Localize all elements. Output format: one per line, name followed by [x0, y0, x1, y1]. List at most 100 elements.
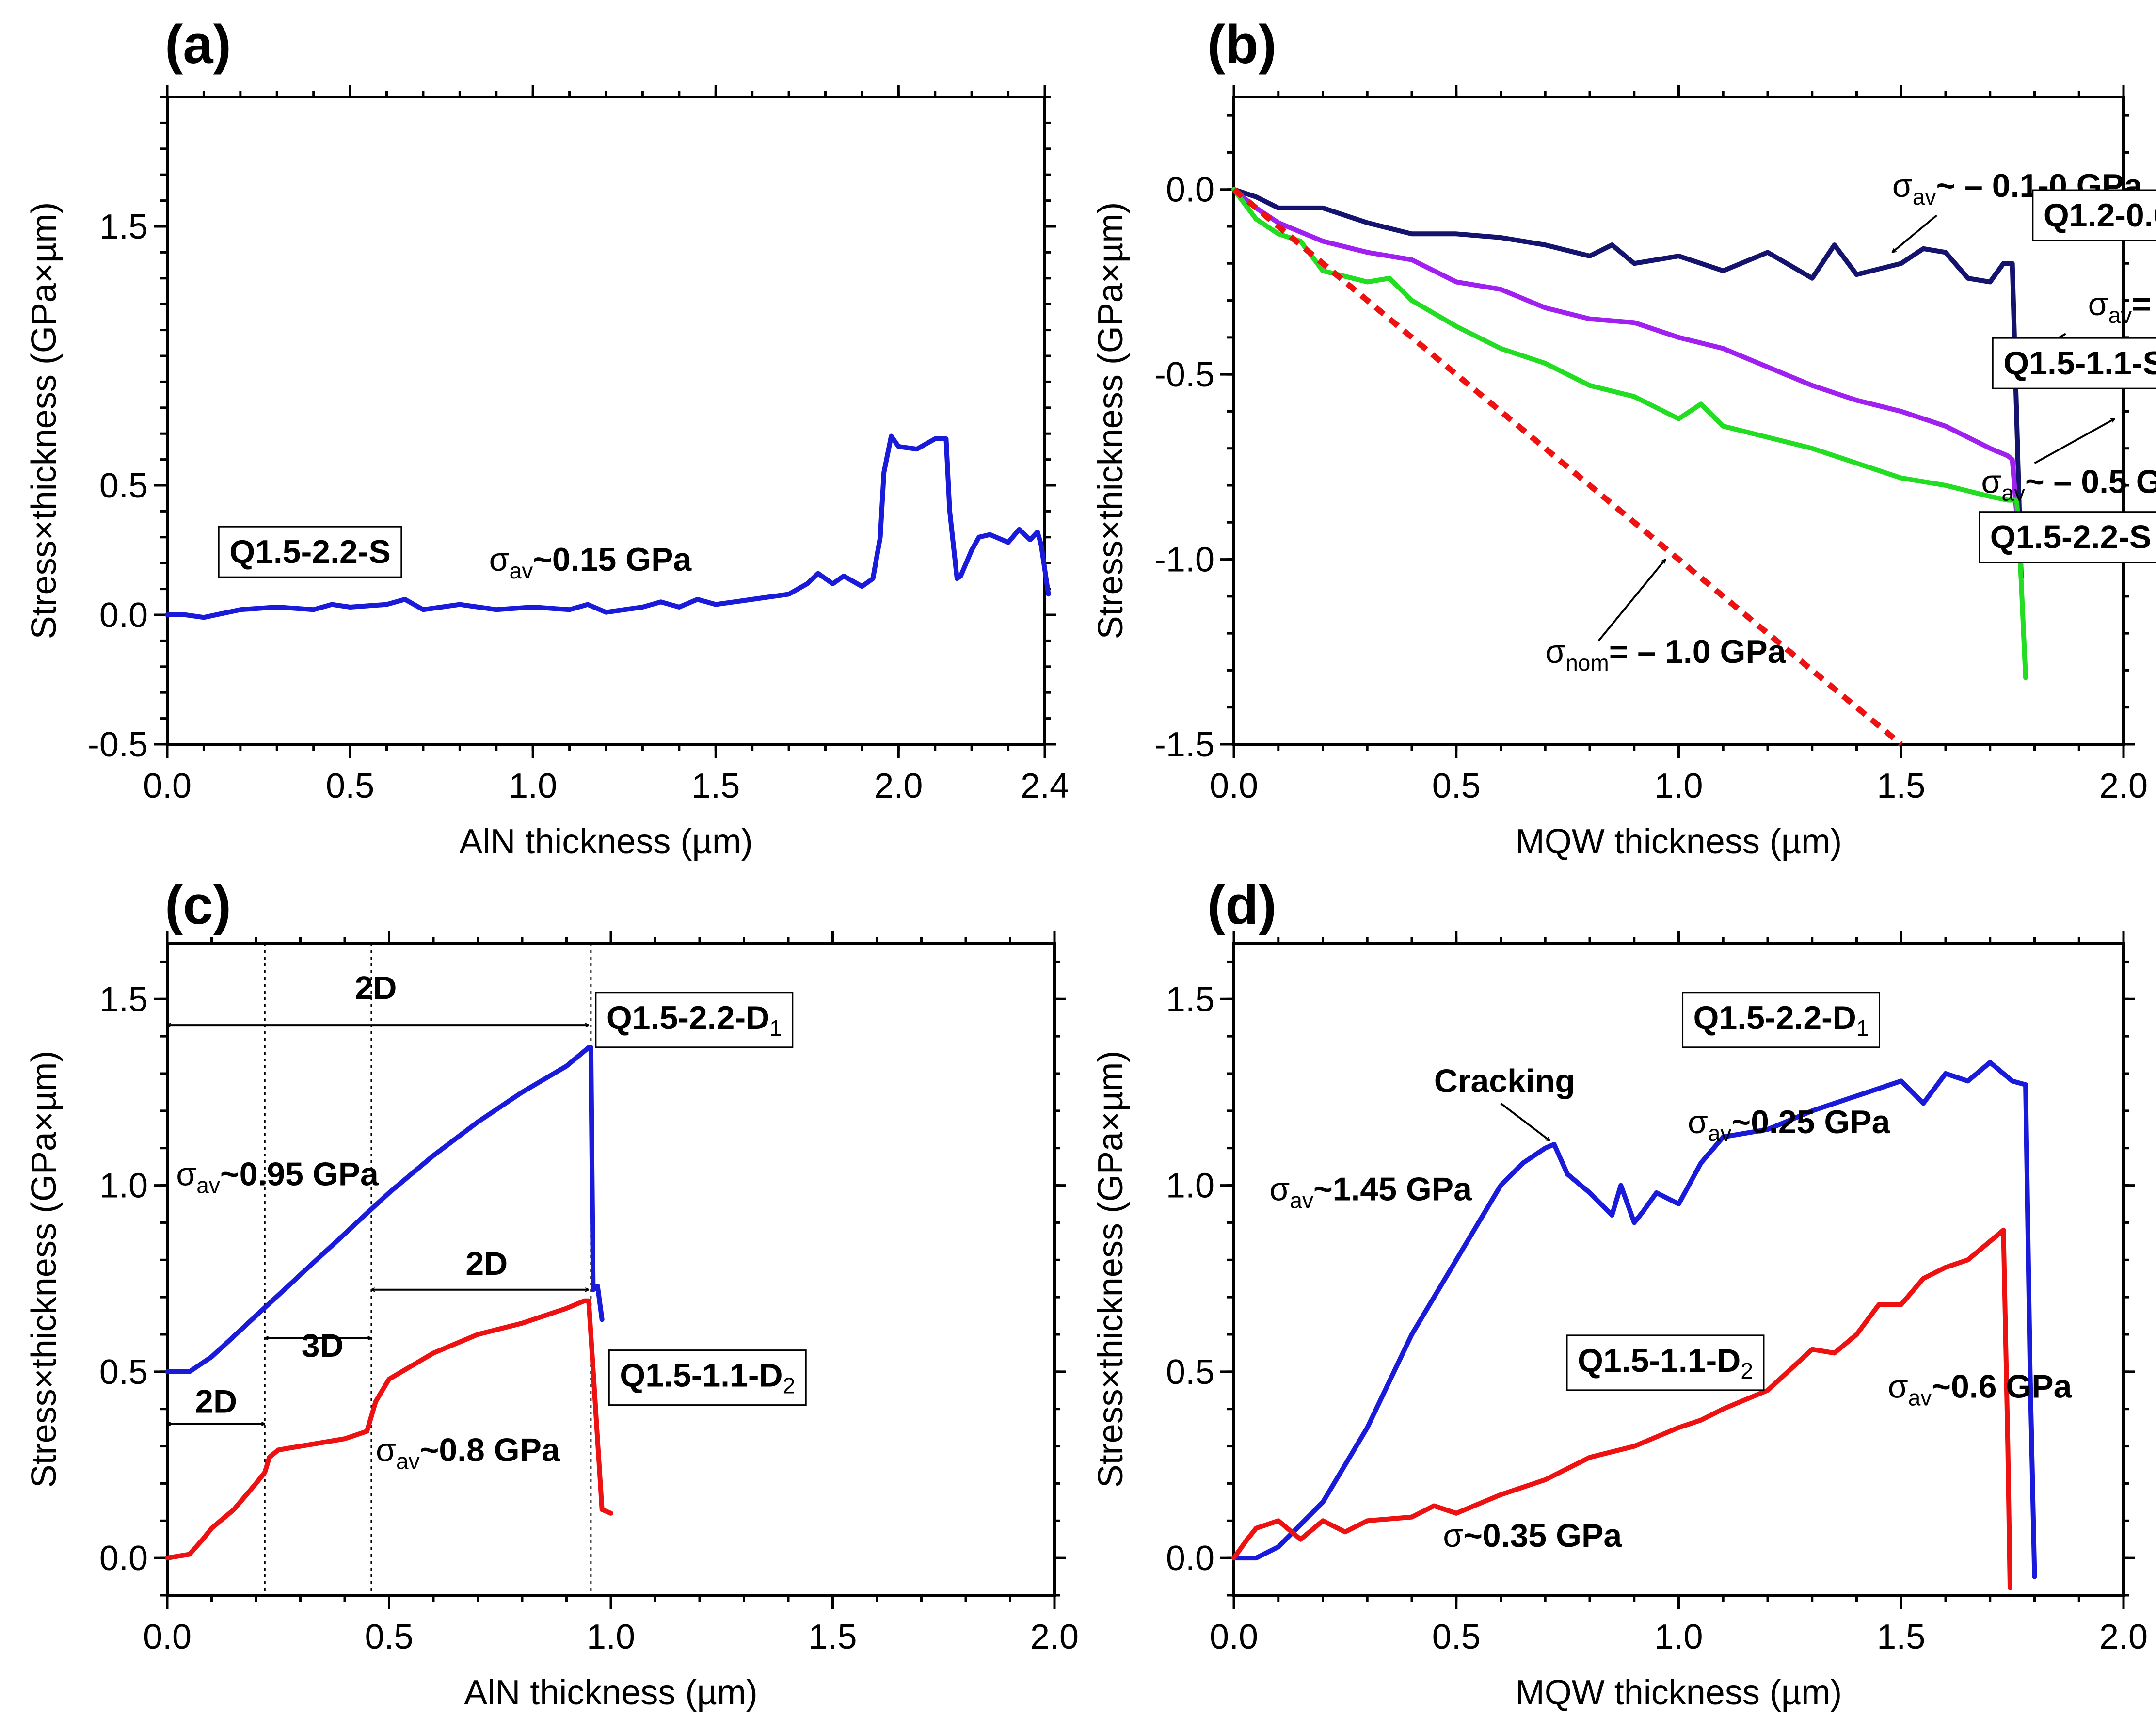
stress-annotation: σav~1.45 GPa	[1269, 1171, 1472, 1213]
panel-d: (d) 0.0 0.5 1.0 1.5 2.0 0.0 0.5 1.0 1.5 MQW thickn…	[1091, 875, 2148, 1712]
stress-annotation: σav~ – 0.5 GPa	[1981, 463, 2156, 505]
y-tick-label: 0.0	[99, 1539, 148, 1578]
sample-label: Q1.5-1.1-D2	[620, 1357, 795, 1398]
y-tick-label: 1.0	[1166, 1167, 1214, 1205]
pointer-arrow	[1500, 1102, 1550, 1140]
x-tick-label: 0.5	[326, 767, 374, 805]
x-tick-label: 0.5	[1432, 1618, 1481, 1656]
stress-annotation: σnom= – 1.0 GPa	[1545, 633, 1786, 675]
pointer-arrow	[1892, 214, 1937, 252]
y-tick-label: -1.5	[1154, 725, 1214, 764]
x-tick-label: 2.4	[1021, 767, 1069, 805]
panel-label-d: (d)	[1207, 875, 1277, 935]
x-tick-label: 1.0	[509, 767, 557, 805]
y-axis-title: Stress×thickness (GPa×µm)	[1091, 202, 1130, 640]
x-tick-label: 2.0	[1030, 1618, 1079, 1656]
series-line: Q1.5-1.1-D2	[165, 1298, 613, 1561]
panel-label-b: (b)	[1207, 14, 1277, 75]
y-tick-label: -0.5	[88, 725, 148, 764]
pointer-arrow	[1597, 560, 1665, 642]
x-tick-label: 0.0	[1210, 1618, 1258, 1656]
y-tick-label: 1.5	[99, 980, 148, 1019]
pointer-arrow	[2034, 417, 2115, 464]
y-tick-label: 1.5	[99, 208, 148, 246]
series-line: Q1.5-1.1-S	[1231, 187, 2019, 517]
panel-label-c: (c)	[165, 875, 231, 935]
x-tick-label: 0.5	[1432, 767, 1481, 805]
stress-annotation: σav~0.95 GPa	[176, 1156, 379, 1198]
y-tick-label: 0.5	[1166, 1353, 1214, 1392]
panel-label-a: (a)	[165, 14, 231, 75]
y-axis-title: Stress×thickness (GPa×µm)	[25, 202, 64, 640]
y-tick-label: 0.5	[99, 1353, 148, 1392]
x-axis-title: AlN thickness (µm)	[459, 822, 753, 861]
x-tick-label: 1.0	[1654, 767, 1703, 805]
text-annotation: 2D	[465, 1245, 508, 1282]
sample-label-box	[1979, 511, 2156, 563]
y-tick-label: 0.0	[99, 596, 148, 635]
x-tick-label: 2.0	[2099, 1618, 2148, 1656]
sample-label: Q1.5-2.2-S	[229, 533, 391, 570]
series-line: Q1.5-2.2-D1	[1231, 1059, 2037, 1579]
x-tick-label: 2.0	[2099, 767, 2148, 805]
panel-b: (b) 0.0 0.5 1.0 1.5 2.0 -1.5 -1.0 -0.5 0.0 MQW thi…	[1091, 14, 2156, 861]
series-line: Q1.5-2.2-S	[165, 433, 1051, 620]
x-tick-label: 0.5	[365, 1618, 413, 1656]
series-line: Q1.2-0.6-S	[1231, 187, 2024, 580]
series-line: Q1.5-2.2-D1	[165, 1045, 605, 1374]
x-tick-label: 1.0	[1654, 1618, 1703, 1656]
y-axis-title: Stress×thickness (GPa×µm)	[25, 1051, 64, 1488]
sample-label-box	[608, 1349, 807, 1406]
sample-label-box	[218, 526, 402, 578]
stress-annotation: σ~0.35 GPa	[1443, 1517, 1622, 1554]
x-tick-label: 0.0	[1210, 767, 1258, 805]
x-tick-label: 0.0	[143, 1618, 192, 1656]
text-annotation: 2D	[195, 1383, 237, 1420]
panel-c: (c) 0.0 0.5 1.0 1.5 2.0 0.0 0.5 1.0 1.5 AlN thickn…	[25, 875, 1079, 1712]
sample-label-box	[1566, 1334, 1765, 1391]
text-annotation: 3D	[302, 1327, 344, 1364]
sample-label: Q1.5-1.1-S	[2003, 345, 2156, 382]
sample-label-box	[1682, 992, 1881, 1048]
sample-label: Q1.2-0.6-S	[2044, 197, 2156, 234]
x-tick-label: 1.5	[808, 1618, 857, 1656]
sample-label: Q1.5-2.2-D1	[1693, 999, 1869, 1041]
stress-annotation: σav~0.15 GPa	[489, 541, 692, 583]
axes-frame-a	[166, 96, 1046, 746]
y-tick-label: -0.5	[1154, 355, 1214, 394]
sample-label: Q1.5-1.1-D2	[1578, 1342, 1753, 1383]
sample-label-box	[2032, 189, 2156, 241]
stress-annotation: σav~0.6 GPa	[1888, 1368, 2073, 1411]
sample-label: Q1.5-2.2-D1	[607, 999, 782, 1041]
series-line: Q1.5-1.1-D2	[1231, 1227, 2012, 1590]
axes-frame-d	[1232, 942, 2125, 1597]
y-tick-label: 1.5	[1166, 980, 1214, 1019]
sample-label: Q1.5-2.2-S	[1990, 519, 2152, 556]
text-annotation: Cracking	[1434, 1062, 1575, 1099]
y-tick-label: 0.0	[1166, 1539, 1214, 1578]
x-axis-title: MQW thickness (µm)	[1516, 822, 1842, 861]
series-line: σnom = −1.0 GPa	[1232, 187, 1903, 747]
series-line: Q1.5-2.2-S	[1231, 187, 2028, 680]
stress-annotation: σav= – 0.4 GPa	[2088, 286, 2156, 328]
text-annotation: 2D	[355, 969, 397, 1006]
sample-label-box	[1992, 337, 2156, 389]
y-axis-title: Stress×thickness (GPa×µm)	[1091, 1051, 1130, 1488]
x-tick-label: 1.5	[1877, 767, 1925, 805]
x-tick-label: 2.0	[874, 767, 923, 805]
stress-annotation: σav~0.25 GPa	[1688, 1104, 1891, 1146]
y-tick-label: 1.0	[99, 1167, 148, 1205]
x-tick-label: 1.0	[587, 1618, 635, 1656]
y-tick-label: 0.5	[99, 466, 148, 505]
sample-label-box	[595, 992, 794, 1048]
y-tick-label: 0.0	[1166, 171, 1214, 209]
x-axis-title: AlN thickness (µm)	[464, 1673, 758, 1712]
x-tick-label: 0.0	[143, 767, 192, 805]
stress-annotation: σav~0.8 GPa	[376, 1431, 560, 1474]
x-tick-label: 1.5	[691, 767, 740, 805]
x-axis-title: MQW thickness (µm)	[1516, 1673, 1842, 1712]
y-tick-label: -1.0	[1154, 541, 1214, 579]
